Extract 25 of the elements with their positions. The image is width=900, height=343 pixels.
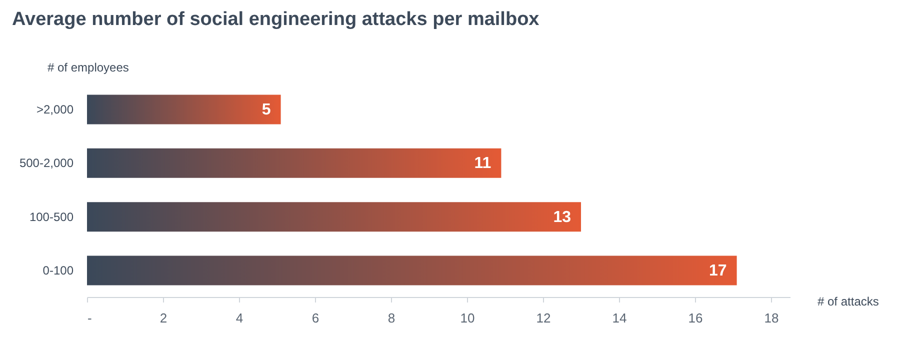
x-tick-label: 16: [688, 310, 703, 326]
x-tick-label: 6: [312, 310, 320, 326]
y-tick-label: 0-100: [42, 263, 74, 278]
x-axis-title: # of attacks: [818, 294, 879, 308]
y-axis-title: # of employees: [48, 60, 129, 74]
x-tick-label: 12: [536, 310, 551, 326]
x-tick-label: 2: [160, 310, 168, 326]
chart-title: Average number of social engineering attacks per mailbox: [12, 9, 540, 30]
x-tick-label: 18: [764, 310, 779, 326]
x-tick-label: 14: [612, 310, 627, 326]
y-tick-label: >2,000: [36, 102, 74, 117]
x-tick-label: 4: [236, 310, 244, 326]
data-label: 13: [553, 208, 572, 226]
bar: [87, 202, 581, 232]
x-tick-label: -: [88, 310, 92, 326]
data-label: 5: [262, 102, 271, 119]
bar: [87, 256, 737, 286]
data-label: 11: [474, 155, 492, 172]
x-tick-label: 10: [460, 310, 475, 326]
bar: [87, 94, 281, 124]
y-tick-label: 500-2,000: [19, 156, 74, 170]
bar: [87, 148, 502, 178]
data-label: 17: [709, 262, 727, 280]
y-tick-label: 100-500: [29, 210, 74, 224]
x-tick-label: 8: [388, 310, 396, 326]
